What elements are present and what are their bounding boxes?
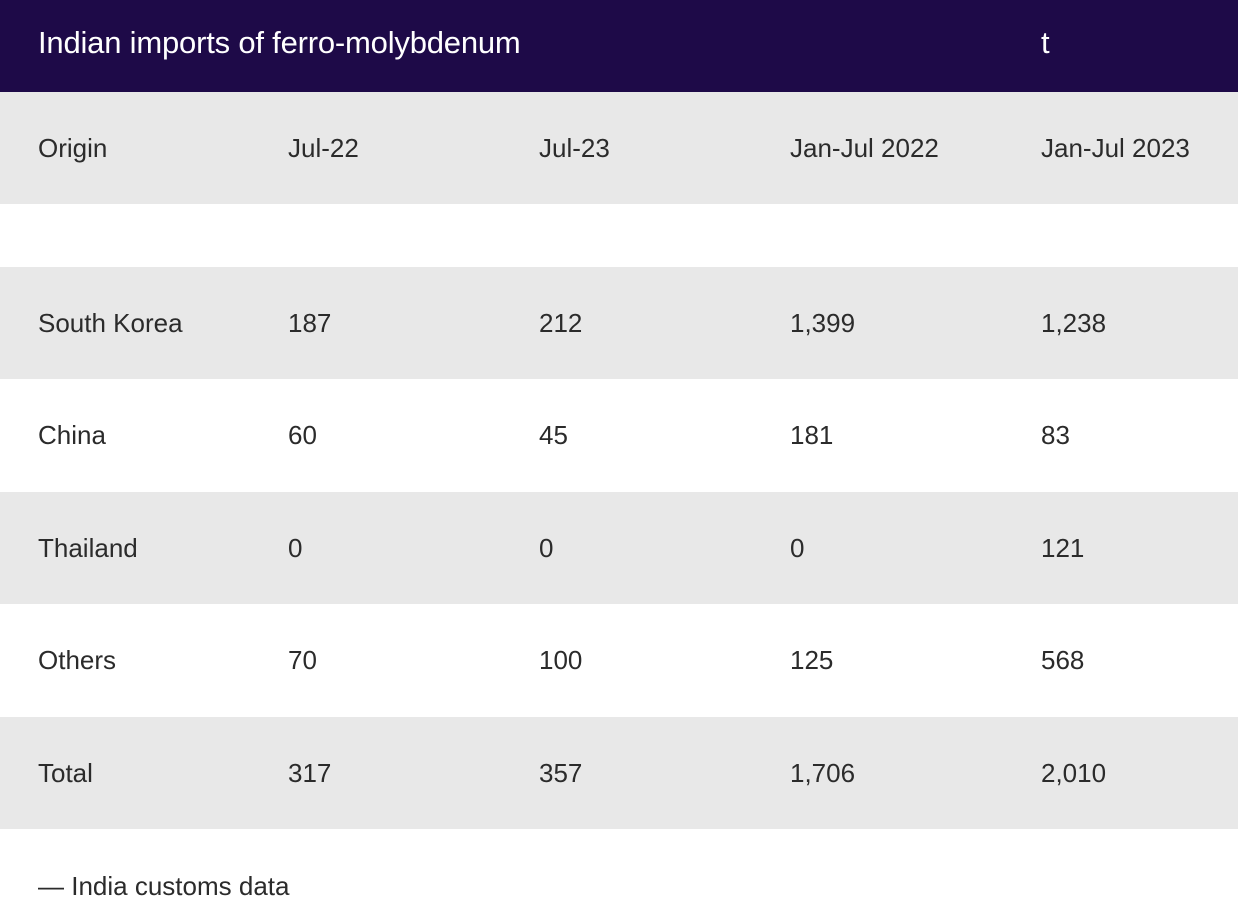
table-cell: 187 — [288, 308, 332, 338]
table-cell: 212 — [539, 308, 583, 338]
table-cell: 568 — [1041, 645, 1085, 675]
table-row: China 60 45 181 83 — [0, 379, 1238, 491]
table-unit: t — [1041, 25, 1050, 60]
column-header-jul-22: Jul-22 — [288, 133, 359, 163]
column-header-origin: Origin — [38, 133, 108, 163]
table-cell: 70 — [288, 645, 317, 675]
table-spacer-row — [0, 204, 1238, 267]
table-cell-origin: Thailand — [38, 533, 138, 563]
table-cell-origin: South Korea — [38, 308, 183, 338]
table-title-bar: Indian imports of ferro-molybdenum t — [0, 0, 1238, 92]
table-cell: 1,706 — [790, 758, 856, 788]
table-cell-origin: China — [38, 420, 106, 450]
table-title: Indian imports of ferro-molybdenum — [38, 25, 521, 60]
column-header-jan-jul-2022: Jan-Jul 2022 — [790, 133, 939, 163]
table-row: South Korea 187 212 1,399 1,238 — [0, 267, 1238, 379]
table-cell: 0 — [790, 533, 805, 563]
table-header-row: Origin Jul-22 Jul-23 Jan-Jul 2022 Jan-Ju… — [0, 92, 1238, 204]
table-cell: 1,399 — [790, 308, 856, 338]
table-cell: 121 — [1041, 533, 1085, 563]
table-cell: 0 — [288, 533, 303, 563]
column-header-jan-jul-2023: Jan-Jul 2023 — [1041, 133, 1190, 163]
table-total-row: Total 317 357 1,706 2,010 — [0, 717, 1238, 829]
table-cell: 60 — [288, 420, 317, 450]
table-row: Others 70 100 125 568 — [0, 604, 1238, 716]
table-cell: 0 — [539, 533, 554, 563]
table-cell-origin: Others — [38, 645, 117, 675]
table-cell: 181 — [790, 420, 834, 450]
table-cell: 83 — [1041, 420, 1070, 450]
table-cell: 357 — [539, 758, 583, 788]
table-cell: 100 — [539, 645, 583, 675]
source-note: — India customs data — [38, 871, 290, 901]
table-cell: 317 — [288, 758, 332, 788]
table-cell: 125 — [790, 645, 834, 675]
table-cell: 1,238 — [1041, 308, 1107, 338]
table-cell: 45 — [539, 420, 568, 450]
table-cell-origin: Total — [38, 758, 93, 788]
table-cell: 2,010 — [1041, 758, 1107, 788]
column-header-jul-23: Jul-23 — [539, 133, 610, 163]
table-row: Thailand 0 0 0 121 — [0, 492, 1238, 604]
